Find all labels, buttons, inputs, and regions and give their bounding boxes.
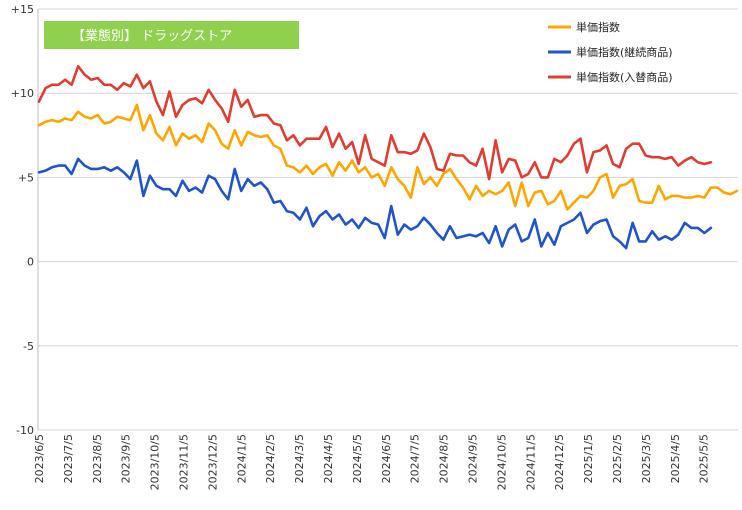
x-tick-label-8: 2024/2/5 xyxy=(264,434,277,483)
legend-label-1: 単価指数(継続商品) xyxy=(576,45,673,59)
x-tick-label-19: 2025/1/5 xyxy=(582,434,595,483)
x-tick-label-2: 2023/8/5 xyxy=(91,434,104,483)
y-tick-label-3: +5 xyxy=(18,171,34,184)
x-tick-label-20: 2025/2/5 xyxy=(611,434,624,483)
x-tick-label-3: 2023/9/5 xyxy=(120,434,133,483)
x-tick-label-21: 2025/3/5 xyxy=(640,434,653,483)
x-tick-label-11: 2024/5/5 xyxy=(351,434,364,483)
chart-title-box: 【業態別】 ドラッグストア xyxy=(44,21,299,49)
series-line-1 xyxy=(37,157,713,250)
legend: 単価指数 単価指数(継続商品) 単価指数(入替商品) xyxy=(548,20,673,84)
legend-item-0: 単価指数 xyxy=(548,20,620,34)
x-tick-label-12: 2024/6/5 xyxy=(380,434,393,483)
x-axis-tick-labels: 2023/6/5 2023/7/5 2023/8/5 2023/9/5 2023/10/… xyxy=(33,434,711,490)
y-tick-label-0: -10 xyxy=(16,424,34,437)
x-tick-label-10: 2024/4/5 xyxy=(322,434,335,483)
x-tick-label-9: 2024/3/5 xyxy=(293,434,306,483)
x-tick-label-18: 2024/12/5 xyxy=(553,434,566,490)
x-tick-label-15: 2024/9/5 xyxy=(467,434,480,483)
series-lines xyxy=(37,64,739,250)
series-line-0 xyxy=(37,103,739,211)
x-tick-label-14: 2024/8/5 xyxy=(438,434,451,483)
y-tick-label-1: -5 xyxy=(23,340,34,353)
y-tick-label-2: 0 xyxy=(27,256,34,269)
x-tick-label-22: 2025/4/5 xyxy=(669,434,682,483)
y-axis-tick-labels: -10 -5 0 +5 +10 +15 xyxy=(11,3,34,437)
x-tick-label-17: 2024/11/5 xyxy=(524,434,537,490)
x-tick-label-13: 2024/7/5 xyxy=(409,434,422,483)
x-tick-label-6: 2023/12/5 xyxy=(206,434,219,490)
chart-title: 【業態別】 ドラッグストア xyxy=(72,28,232,44)
x-tick-label-7: 2024/1/5 xyxy=(235,434,248,483)
series-line-2 xyxy=(37,64,713,181)
x-tick-label-1: 2023/7/5 xyxy=(62,434,75,483)
legend-label-0: 単価指数 xyxy=(576,20,620,34)
x-tick-label-5: 2023/11/5 xyxy=(178,434,191,490)
y-tick-label-4: +10 xyxy=(11,87,34,100)
legend-item-2: 単価指数(入替商品) xyxy=(548,70,673,84)
y-tick-label-5: +15 xyxy=(11,3,34,16)
legend-item-1: 単価指数(継続商品) xyxy=(548,45,673,59)
x-tick-label-4: 2023/10/5 xyxy=(149,434,162,490)
x-tick-label-23: 2025/5/5 xyxy=(698,434,711,483)
x-tick-label-16: 2024/10/5 xyxy=(495,434,508,490)
legend-label-2: 単価指数(入替商品) xyxy=(576,70,673,84)
x-tick-label-0: 2023/6/5 xyxy=(33,434,46,483)
